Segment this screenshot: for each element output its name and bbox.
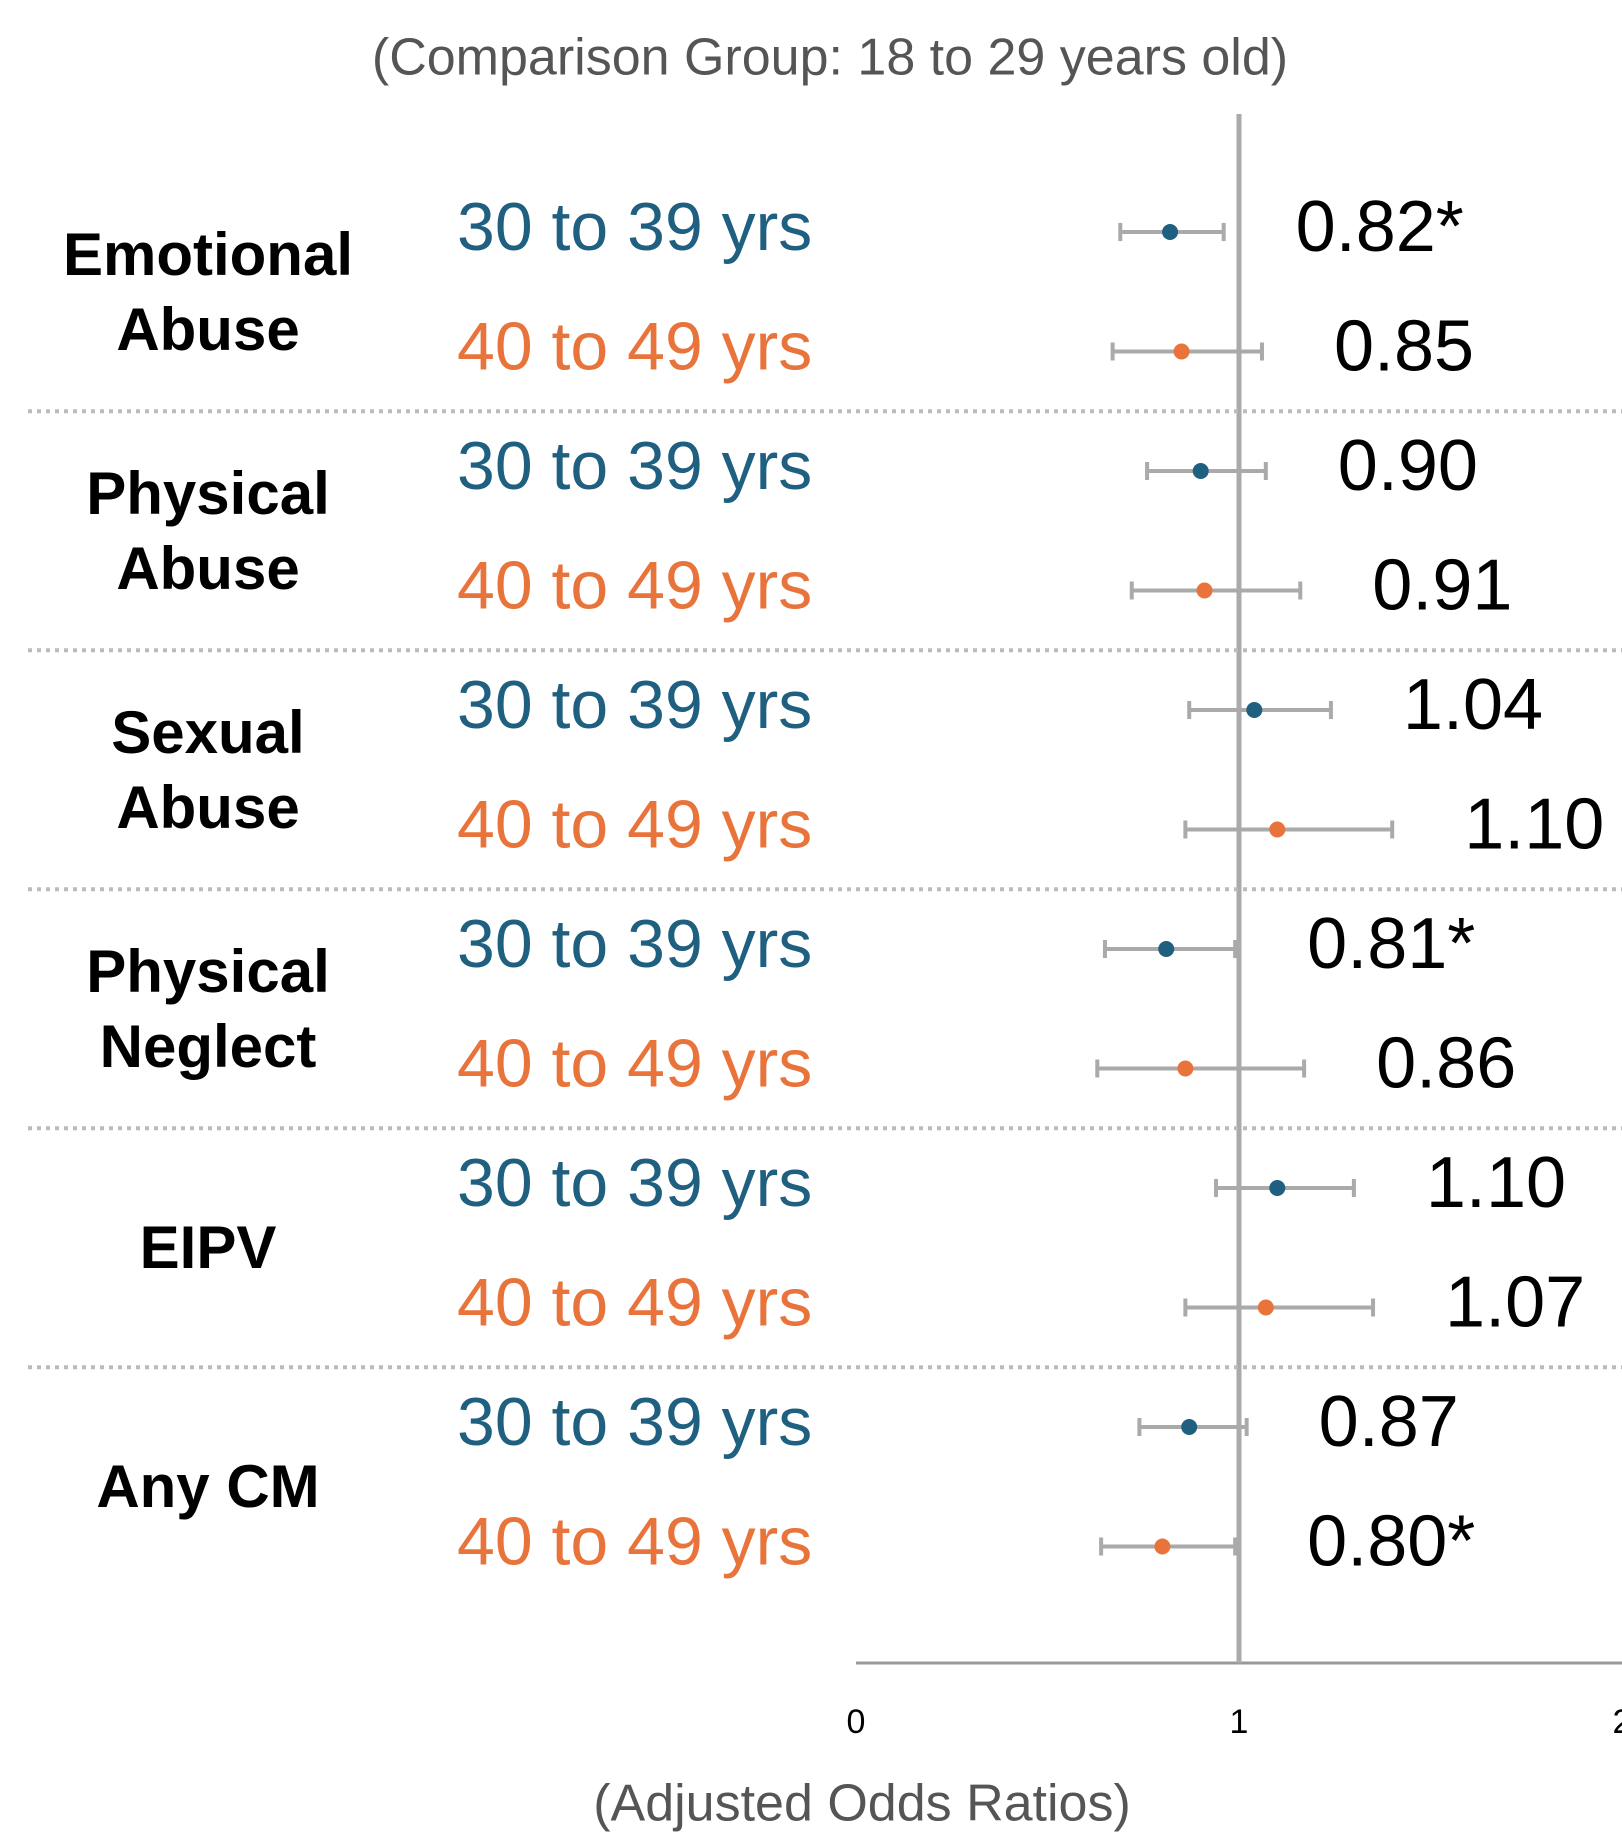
row-label: 40 to 49 yrs bbox=[457, 547, 812, 623]
row-label: 30 to 39 yrs bbox=[457, 1145, 812, 1221]
value-label: 0.82* bbox=[1296, 187, 1464, 267]
row-label: 40 to 49 yrs bbox=[457, 308, 812, 384]
row-label: 40 to 49 yrs bbox=[457, 1264, 812, 1340]
point bbox=[1196, 582, 1213, 599]
value-label: 0.85 bbox=[1334, 307, 1474, 387]
point bbox=[1158, 941, 1175, 957]
point bbox=[1246, 702, 1263, 718]
row-label: 30 to 39 yrs bbox=[457, 428, 812, 504]
x-tick-label: 0 bbox=[847, 1703, 866, 1741]
point bbox=[1162, 224, 1179, 240]
value-label: 0.80* bbox=[1307, 1502, 1475, 1582]
value-label: 1.10 bbox=[1426, 1143, 1566, 1223]
group-label: Sexual Abuse bbox=[111, 698, 305, 841]
value-label: 1.10 bbox=[1464, 785, 1604, 865]
value-label: 0.90 bbox=[1338, 426, 1478, 506]
x-tick-label: 2 bbox=[1613, 1703, 1622, 1741]
value-label: 1.04 bbox=[1403, 665, 1543, 745]
row-label: 40 to 49 yrs bbox=[457, 786, 812, 862]
value-label: 1.07 bbox=[1445, 1263, 1585, 1343]
point bbox=[1177, 1060, 1194, 1077]
point bbox=[1173, 343, 1190, 360]
row-label: 30 to 39 yrs bbox=[457, 1384, 812, 1460]
point bbox=[1269, 821, 1286, 838]
x-axis-label: (Adjusted Odds Ratios) bbox=[593, 1775, 1131, 1833]
value-label: 0.81* bbox=[1307, 904, 1475, 984]
point bbox=[1154, 1538, 1171, 1555]
row-label: 40 to 49 yrs bbox=[457, 1025, 812, 1101]
value-label: 0.91 bbox=[1372, 546, 1512, 626]
value-label: 0.86 bbox=[1376, 1024, 1516, 1104]
group-label: Physical Neglect bbox=[86, 937, 330, 1080]
value-label: 0.87 bbox=[1319, 1382, 1459, 1462]
point bbox=[1257, 1299, 1274, 1316]
row-label: 30 to 39 yrs bbox=[457, 189, 812, 265]
x-tick-label: 1 bbox=[1230, 1703, 1249, 1741]
row-label: 30 to 39 yrs bbox=[457, 667, 812, 743]
point bbox=[1269, 1180, 1286, 1196]
row-label: 40 to 49 yrs bbox=[457, 1503, 812, 1579]
chart-title: (Comparison Group: 18 to 29 years old) bbox=[372, 29, 1288, 87]
group-label: Physical Abuse bbox=[86, 459, 330, 602]
point bbox=[1181, 1419, 1198, 1435]
group-label: Any CM bbox=[96, 1453, 320, 1521]
point bbox=[1192, 463, 1209, 479]
row-label: 30 to 39 yrs bbox=[457, 906, 812, 982]
group-label: EIPV bbox=[139, 1214, 277, 1282]
group-label: Emotional Abuse bbox=[62, 220, 353, 363]
